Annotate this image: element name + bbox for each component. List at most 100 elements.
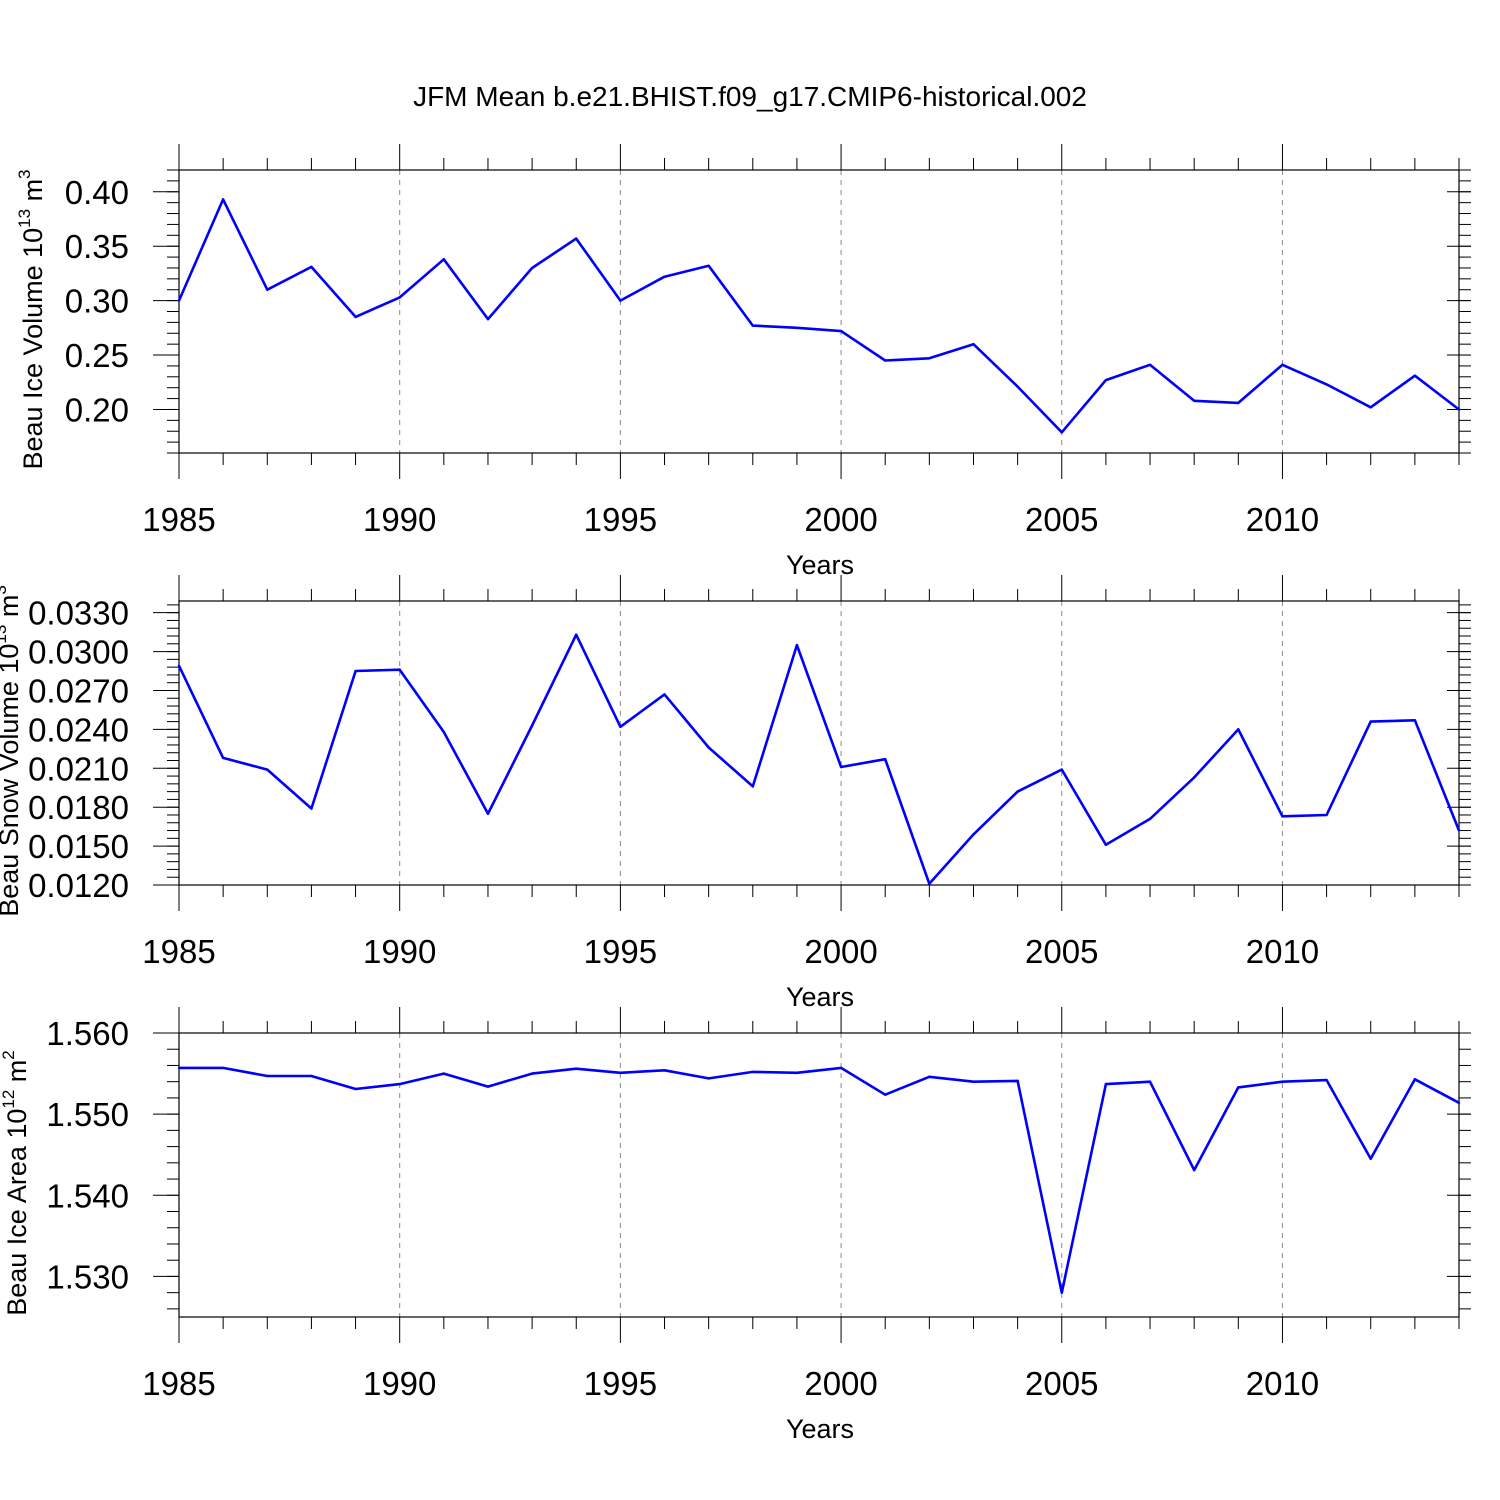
y-tick-label: 0.0330 <box>28 595 129 632</box>
y-label-unit-exponent: 2 <box>0 1050 18 1059</box>
data-point <box>1325 813 1328 817</box>
data-point <box>177 299 181 302</box>
data-point <box>1192 1168 1196 1172</box>
data-point <box>354 315 357 319</box>
data-point <box>221 756 225 760</box>
data-point <box>1104 378 1108 382</box>
data-point <box>795 643 799 647</box>
data-point <box>486 317 490 321</box>
y-tick-label: 0.40 <box>65 174 129 211</box>
data-point <box>707 264 710 267</box>
panel-2: 0.01200.01500.01800.02100.02400.02700.03… <box>0 575 1471 1012</box>
x-axis-label: Years <box>786 550 854 580</box>
x-tick-label: 2005 <box>1025 1365 1098 1402</box>
y-tick-label: 0.0300 <box>28 634 129 671</box>
data-point <box>266 1074 269 1078</box>
x-tick-label: 1995 <box>584 1365 657 1402</box>
y-axis-label: Beau Snow Volume 1013 m3 <box>0 585 24 917</box>
x-tick-label: 1990 <box>363 501 436 538</box>
data-point <box>310 1074 313 1078</box>
y-label-text: Beau Ice Area 10 <box>2 1109 32 1316</box>
data-point <box>575 633 578 636</box>
chart-title: JFM Mean b.e21.BHIST.f09_g17.CMIP6-histo… <box>413 81 1087 112</box>
data-point <box>1148 1080 1152 1083</box>
data-point <box>221 1066 225 1070</box>
y-tick-label: 0.0120 <box>28 867 129 904</box>
data-point <box>398 1082 401 1086</box>
data-point <box>1413 719 1417 722</box>
data-point <box>1369 720 1372 723</box>
data-point <box>1413 374 1417 377</box>
data-point <box>928 882 931 885</box>
data-point <box>1457 408 1461 411</box>
data-point <box>1281 815 1284 818</box>
y-label-exponent: 12 <box>0 1090 18 1109</box>
y-tick-label: 1.550 <box>46 1096 129 1133</box>
data-point <box>795 326 799 330</box>
y-tick-label: 1.540 <box>46 1177 129 1214</box>
data-point <box>575 237 578 240</box>
data-point <box>1148 817 1152 821</box>
series-line <box>177 198 1460 434</box>
x-tick-label: 1990 <box>363 1365 436 1402</box>
y-tick-label: 0.30 <box>65 283 129 320</box>
data-point <box>1413 1078 1417 1081</box>
data-point <box>839 1066 843 1070</box>
y-label-text: Beau Snow Volume 10 <box>0 644 24 917</box>
x-tick-label: 2005 <box>1025 933 1098 970</box>
y-label-unit-exponent: 3 <box>15 169 34 178</box>
y-tick-label: 0.0270 <box>28 672 129 709</box>
data-point <box>1457 1101 1461 1104</box>
data-point <box>1237 1086 1240 1089</box>
data-point <box>795 1071 799 1074</box>
y-tick-label: 0.0180 <box>28 789 129 826</box>
y-tick-label: 0.20 <box>65 391 129 428</box>
data-point <box>751 324 754 327</box>
data-point <box>751 785 754 788</box>
data-point <box>1237 401 1240 405</box>
data-point <box>486 812 490 815</box>
data-point <box>530 1072 534 1075</box>
data-point <box>751 1070 754 1074</box>
y-tick-label: 0.25 <box>65 337 129 374</box>
panels: 0.20 0.25 0.30 0.35 0.40 1985 1990 1995 2000 2005… <box>0 144 1471 1444</box>
data-point <box>1325 1078 1328 1082</box>
data-point <box>354 1087 357 1091</box>
data-point <box>884 359 887 362</box>
x-tick-label: 2005 <box>1025 501 1098 538</box>
data-point <box>928 1075 931 1079</box>
data-point <box>619 1071 622 1074</box>
data-point <box>486 1085 490 1088</box>
plot-frame <box>178 600 1460 886</box>
data-point <box>1104 1082 1108 1086</box>
data-point <box>530 724 534 727</box>
y-tick-label: 0.0240 <box>28 711 129 748</box>
data-point <box>1016 1079 1019 1083</box>
y-tick-label: 1.530 <box>46 1258 129 1295</box>
data-point <box>928 357 931 360</box>
data-point <box>972 342 975 346</box>
data-point <box>398 668 401 671</box>
data-point <box>663 275 666 278</box>
data-point <box>1060 768 1063 771</box>
x-tick-label: 1995 <box>584 933 657 970</box>
data-point <box>310 807 313 810</box>
y-label-unit-exponent: 3 <box>0 585 10 594</box>
data-point <box>1369 1157 1372 1160</box>
data-point <box>663 693 666 696</box>
data-point <box>1016 385 1019 388</box>
y-tick-label: 0.35 <box>65 228 129 265</box>
y-label-unit: m <box>0 595 24 625</box>
data-point <box>972 1080 975 1083</box>
x-tick-label: 2000 <box>804 933 877 970</box>
y-tick-label: 0.0210 <box>28 750 129 787</box>
y-label-unit: m <box>18 179 48 209</box>
data-point <box>177 664 181 668</box>
data-point <box>1281 363 1284 367</box>
data-point <box>575 1067 578 1070</box>
data-point <box>354 669 357 673</box>
x-axis-label: Years <box>786 1414 854 1444</box>
data-point <box>1237 728 1240 731</box>
data-point <box>266 288 269 291</box>
